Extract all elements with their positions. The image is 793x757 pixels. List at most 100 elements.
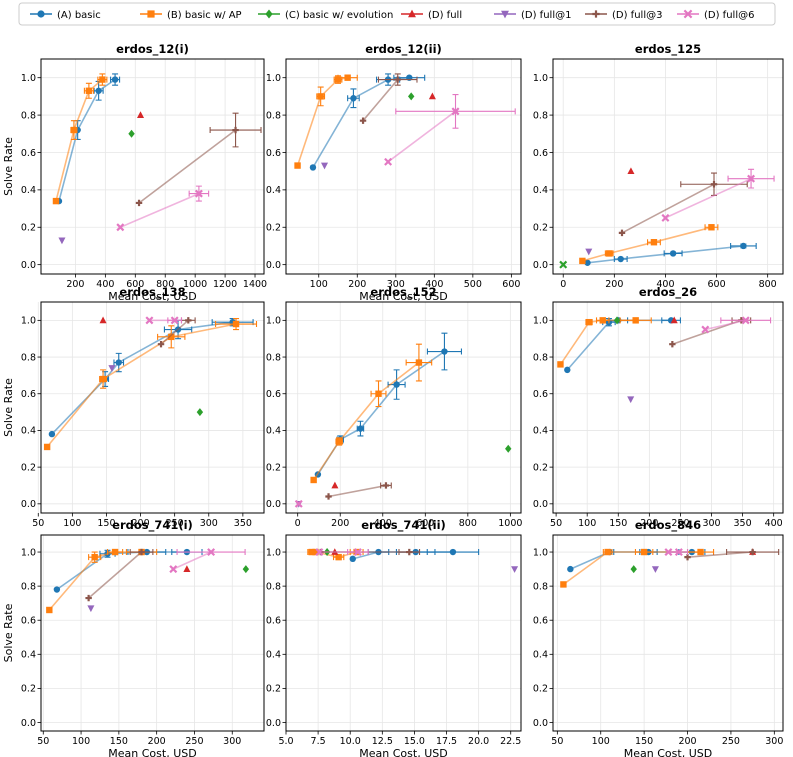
x-tick-label: 500	[464, 279, 482, 290]
data-point	[170, 316, 179, 325]
y-tick-label: 0.4	[533, 426, 548, 437]
y-tick-label: 0.6	[533, 616, 548, 627]
x-tick-label: 200	[605, 279, 623, 290]
series	[85, 548, 154, 602]
data-point	[128, 129, 135, 138]
y-tick-label: 0.4	[21, 185, 36, 196]
series	[108, 365, 116, 372]
axes-frame	[285, 58, 522, 275]
data-point	[85, 594, 92, 602]
axes-frame	[285, 534, 522, 732]
data-point	[194, 189, 203, 198]
x-tick-label: 150	[635, 736, 653, 747]
data-point	[242, 565, 250, 574]
data-point	[584, 259, 591, 266]
data-point	[384, 157, 393, 166]
x-tick-label: 200	[678, 736, 696, 747]
data-point	[441, 348, 448, 355]
x-tick-label: 0	[560, 279, 566, 290]
data-point	[449, 548, 457, 556]
y-tick-label: 0.4	[21, 650, 36, 661]
axes-frame	[552, 58, 784, 275]
data-point	[408, 92, 415, 101]
series	[183, 565, 191, 572]
series	[87, 605, 95, 613]
legend-entry: (B) basic w/ AP	[140, 10, 242, 21]
y-tick-label: 0.4	[533, 650, 548, 661]
data-point	[312, 548, 319, 556]
legend: (A) basic (B) basic w/ AP (C) basic w/ evo…	[18, 2, 776, 26]
data-point	[740, 242, 747, 250]
data-point	[135, 199, 143, 207]
y-tick-label: 0.8	[21, 352, 36, 363]
series	[116, 185, 210, 232]
y-tick-label: 0.8	[21, 581, 36, 592]
data-point	[710, 181, 718, 188]
series	[630, 565, 637, 574]
data-point	[43, 443, 51, 451]
data-point	[708, 224, 715, 231]
data-point	[560, 581, 567, 588]
series	[384, 93, 516, 166]
data-point	[58, 237, 66, 245]
data-point	[618, 229, 626, 237]
series	[428, 92, 436, 100]
x-tick-label: 200	[148, 736, 166, 747]
x-tick-label: 400	[765, 518, 783, 529]
y-tick-label: 1.0	[266, 316, 281, 327]
x-tick-label: 1200	[213, 279, 237, 290]
data-point	[651, 566, 659, 573]
series	[58, 237, 66, 245]
series	[128, 129, 135, 138]
x-tick-label: 15.0	[404, 736, 425, 747]
x-tick-label: 100	[63, 518, 81, 529]
data-point	[310, 476, 317, 484]
y-tick-label: 0.0	[266, 499, 281, 510]
y-tick-label: 0.4	[266, 185, 281, 196]
x-tick-label: 100	[592, 736, 610, 747]
y-tick-label: 0.8	[266, 110, 281, 121]
x-tick-label: 150	[609, 518, 627, 529]
legend-marker	[592, 10, 600, 18]
data-point	[99, 76, 106, 83]
data-point	[674, 548, 683, 557]
series-line	[51, 321, 233, 435]
series	[321, 162, 329, 170]
x-tick-label: 250	[166, 518, 184, 529]
series	[579, 224, 719, 265]
x-tick-label: 800	[459, 518, 477, 529]
y-axis-label: Solve Rate	[2, 603, 15, 662]
legend-label: (D) full	[428, 10, 462, 21]
y-tick-label: 0.6	[21, 389, 36, 400]
data-point	[145, 316, 154, 325]
data-point	[394, 76, 401, 83]
panel-title: erdos_741(ii)	[361, 518, 446, 533]
series-line	[587, 245, 744, 264]
data-point	[349, 555, 356, 563]
y-tick-label: 0.8	[533, 581, 548, 592]
x-axis-label: Mean Cost, USD	[108, 290, 196, 303]
x-tick-label: 100	[578, 518, 596, 529]
series-line	[296, 76, 348, 166]
data-point	[232, 320, 240, 328]
y-tick-label: 0.2	[21, 684, 36, 695]
y-tick-label: 0.2	[533, 462, 548, 473]
x-tick-label: 150	[97, 518, 115, 529]
y-tick-label: 0.6	[266, 389, 281, 400]
series	[196, 408, 204, 417]
series	[359, 73, 418, 124]
y-tick-label: 0.6	[266, 148, 281, 159]
y-tick-label: 0.4	[266, 426, 281, 437]
data-point	[350, 95, 357, 102]
data-point	[321, 162, 329, 170]
panel-title: erdos_138	[119, 285, 185, 300]
y-tick-label: 0.6	[21, 616, 36, 627]
data-point	[95, 87, 102, 94]
legend-label: (B) basic w/ AP	[167, 10, 242, 21]
legend-entry: (D) full@6	[677, 9, 754, 21]
data-point	[111, 548, 119, 556]
series	[505, 444, 512, 453]
panel: 50 100 150 200 250 300 350 400 0.0 0.2 0.4 0.6 0.8 1.…	[533, 285, 784, 529]
series-line	[138, 129, 237, 204]
data-point	[137, 111, 145, 118]
